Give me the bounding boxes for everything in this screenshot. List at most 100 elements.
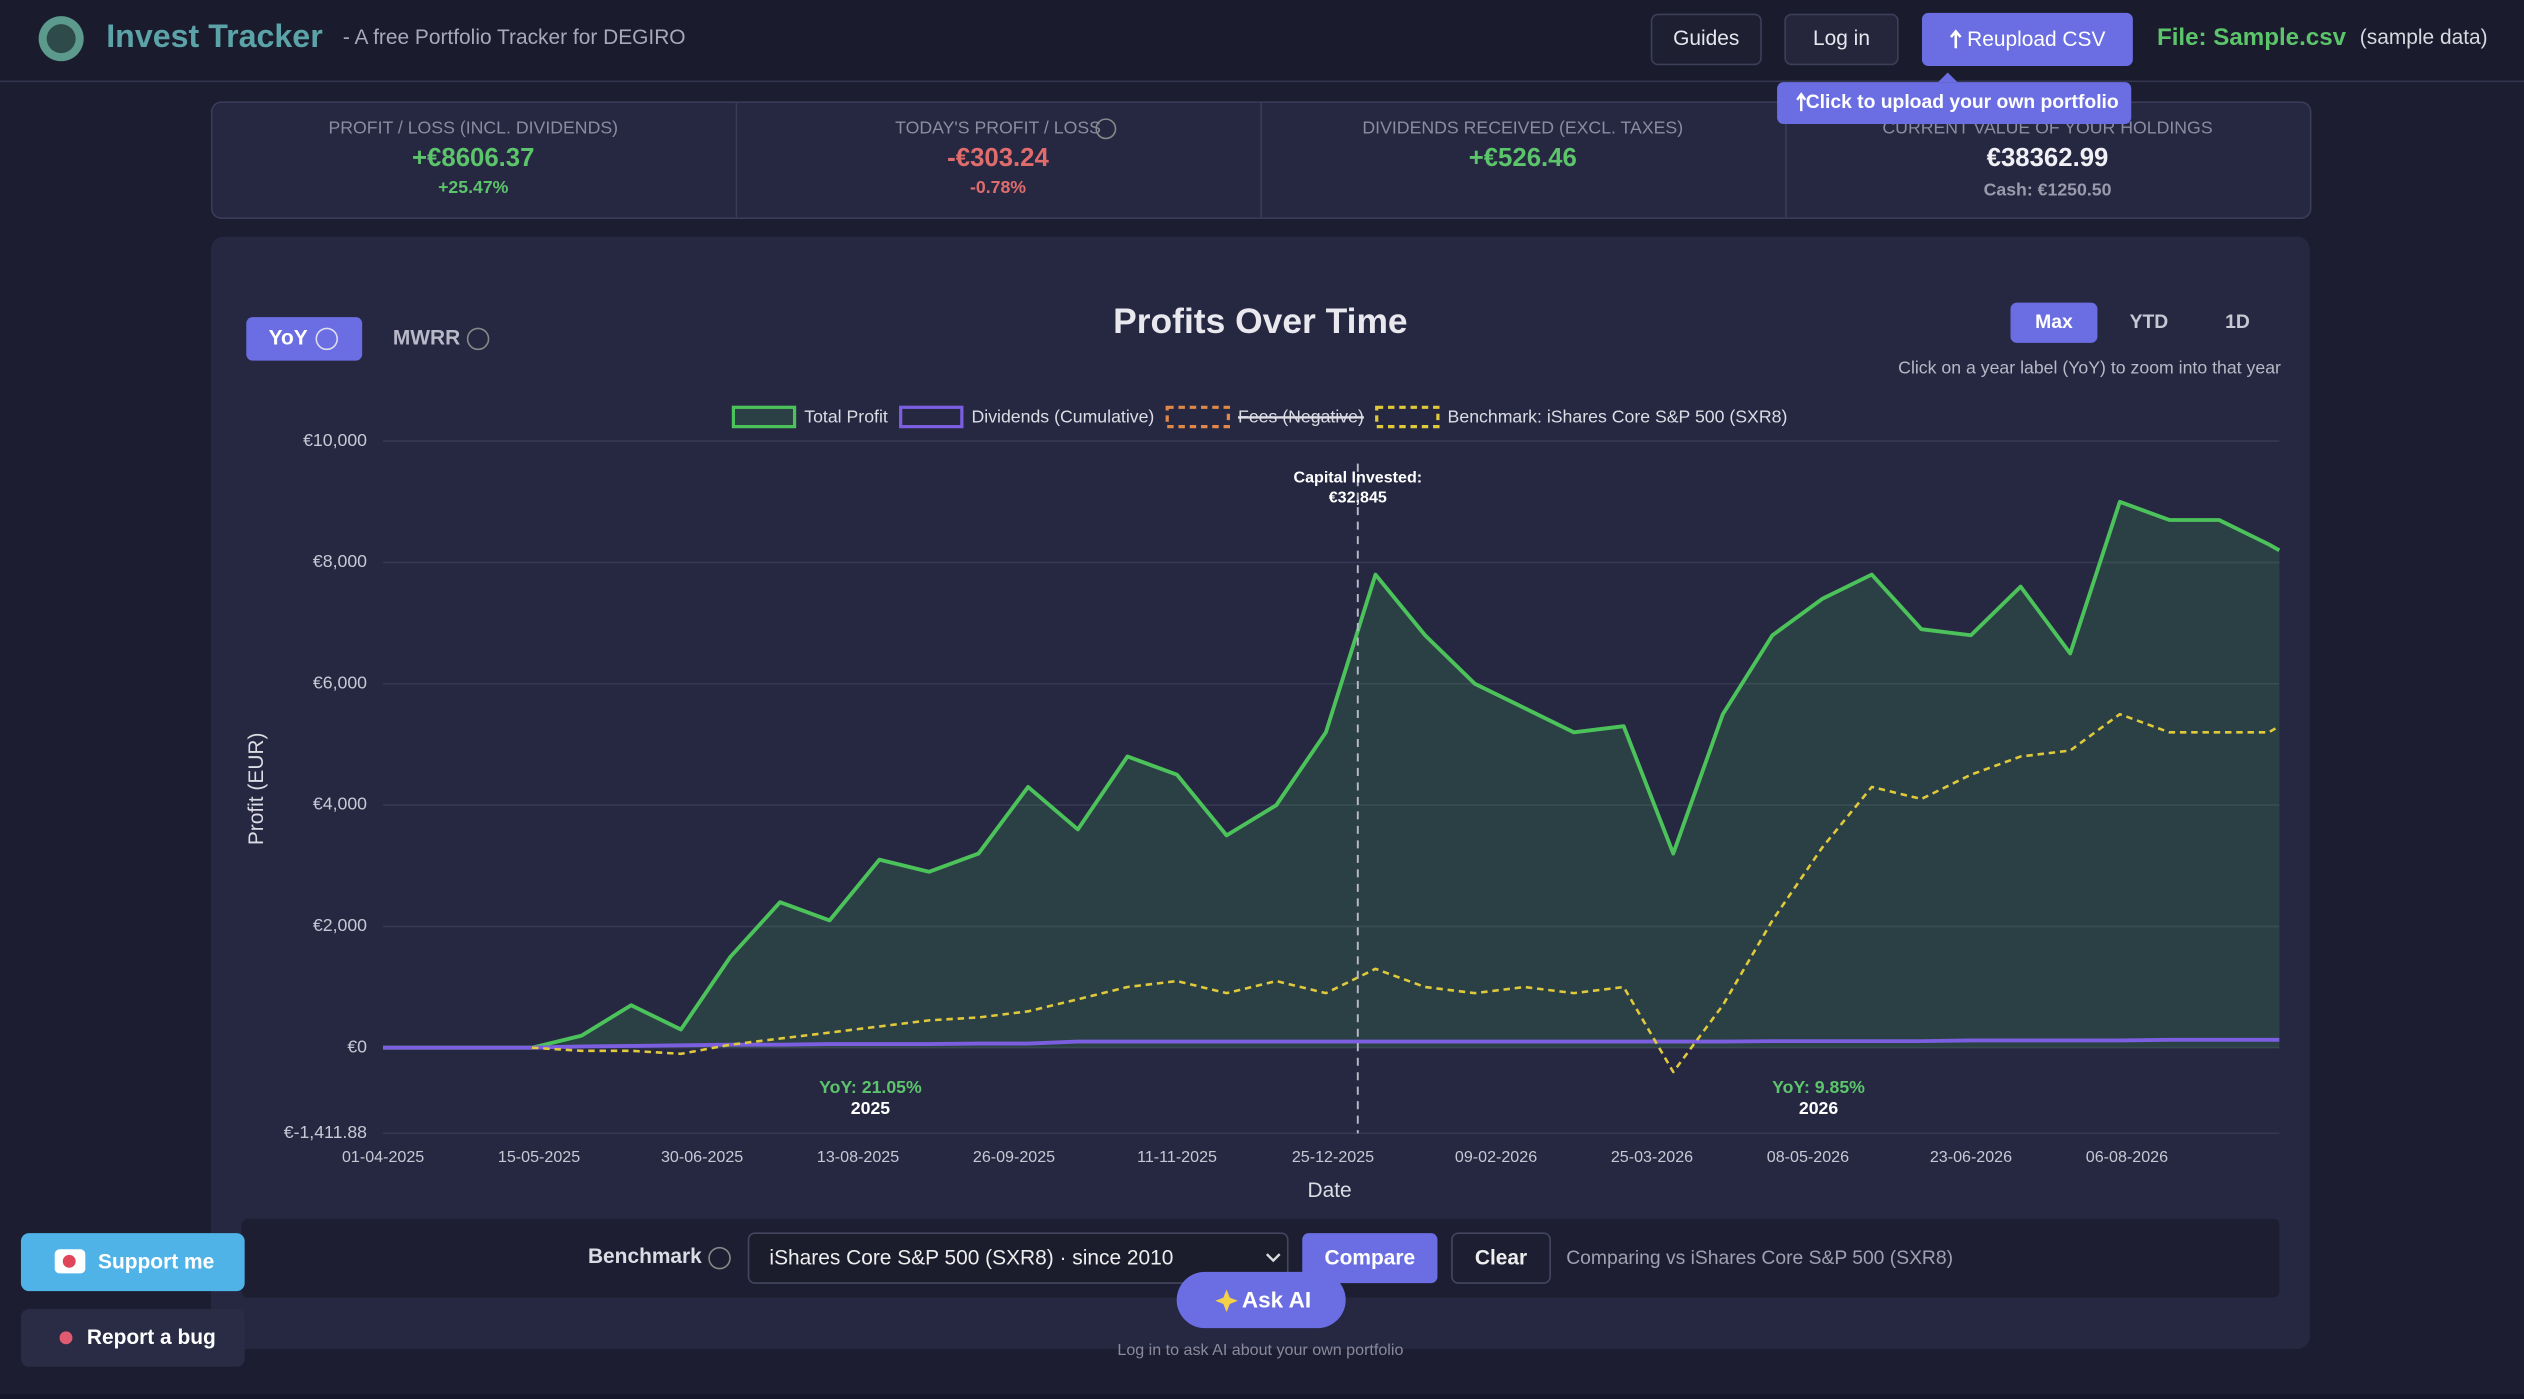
app-subtitle: - A free Portfolio Tracker for DEGIRO: [343, 26, 686, 49]
ai-note: Log in to ask AI about your own portfoli…: [1117, 1341, 1403, 1359]
compare-button[interactable]: [1302, 1233, 1438, 1284]
series-line: [383, 499, 2281, 1050]
legend-swatch: [899, 405, 964, 429]
stat-sub: +25.47%: [438, 177, 509, 197]
guides-label: Guides: [1673, 27, 1739, 50]
mwrr-label[interactable]: MWRR: [393, 326, 460, 349]
help-icon[interactable]: [466, 327, 490, 351]
yoy-label: YoY: 21.05%: [819, 1077, 922, 1097]
help-icon[interactable]: [1095, 118, 1117, 140]
series-line: [531, 712, 2280, 1074]
range-label: Max: [2035, 312, 2073, 333]
reupload-button[interactable]: [1921, 12, 2133, 67]
legend-swatch: [1165, 405, 1230, 429]
stat-value: +€8606.37: [412, 144, 534, 172]
y-tick-label: €8,000: [313, 551, 367, 571]
area-fill: [383, 501, 2280, 1048]
bug-button[interactable]: [20, 1308, 245, 1367]
app-title: Invest Tracker: [106, 18, 323, 54]
heart-icon: [62, 1254, 76, 1268]
x-tick-label: 30-06-2025: [661, 1148, 743, 1166]
chart-hint: Click on a year label (YoY) to zoom into…: [1898, 357, 2281, 377]
legend-label: Benchmark: iShares Core S&P 500 (SXR8): [1448, 406, 1788, 426]
support-label: Support me: [98, 1250, 214, 1273]
help-icon[interactable]: [708, 1246, 731, 1270]
stat-sub: Cash: €1250.50: [1984, 179, 2112, 199]
benchmark-selected: iShares Core S&P 500 (SXR8) · since 2010: [769, 1246, 1173, 1269]
x-tick-label: 06-08-2026: [2086, 1148, 2168, 1166]
x-tick-label: 26-09-2025: [973, 1148, 1055, 1166]
stat-value: -€303.24: [947, 144, 1049, 172]
login-button[interactable]: [1784, 13, 1899, 66]
clear-button[interactable]: [1451, 1232, 1551, 1284]
clear-label: Clear: [1475, 1246, 1527, 1269]
reupload-label: Reupload CSV: [1967, 28, 2105, 51]
x-tick-label: 01-04-2025: [342, 1148, 424, 1166]
compare-label: Compare: [1325, 1246, 1416, 1269]
range-label[interactable]: 1D: [2225, 312, 2250, 333]
legend-label: Dividends (Cumulative): [972, 406, 1155, 426]
ask-ai-button[interactable]: [1176, 1271, 1346, 1329]
y-axis-label: Profit (EUR): [245, 733, 268, 846]
yoy-label: YoY: [269, 326, 308, 349]
footer-edge: [0, 1394, 2524, 1399]
login-label: Log in: [1813, 27, 1870, 50]
stat-label: PROFIT / LOSS (INCL. DIVIDENDS): [328, 117, 618, 137]
chart-title: Profits Over Time: [1113, 301, 1407, 341]
y-tick-label: €-1,411.88: [284, 1122, 367, 1142]
plot: €-1,411.88 €0 €2,000 €4,000 €6,000 €8,000 €10,…: [284, 430, 2281, 1166]
x-axis-label: Date: [1308, 1179, 1352, 1202]
stats: PROFIT / LOSS (INCL. DIVIDENDS) +€8606.37…: [328, 117, 2212, 199]
sparkle-icon: [1215, 1289, 1238, 1313]
upload-icon: [1949, 29, 1962, 49]
y-tick-label: €4,000: [313, 794, 367, 814]
y-tick-label: €10,000: [303, 430, 367, 450]
benchmark-status: Comparing vs iShares Core S&P 500 (SXR8): [1566, 1248, 1953, 1269]
x-tick-label: 25-12-2025: [1292, 1148, 1374, 1166]
tooltip-arrow: [1938, 72, 1958, 83]
legend: Total Profit Dividends (Cumulative) Fees (…: [731, 405, 1788, 429]
chart-panel: [210, 236, 2310, 1350]
stat-value: +€526.46: [1469, 144, 1577, 172]
yoy-button[interactable]: [246, 317, 363, 361]
guides-button[interactable]: [1650, 13, 1762, 66]
file-name: File: Sample.csv: [2157, 24, 2347, 51]
range-label[interactable]: YTD: [2130, 312, 2169, 333]
x-tick-label: 11-11-2025: [1137, 1148, 1217, 1166]
y-tick-label: €0: [347, 1036, 367, 1056]
range-max-button[interactable]: [2010, 302, 2098, 343]
bug-icon: [59, 1331, 73, 1345]
y-tick-label: €2,000: [313, 915, 367, 935]
yoy-year: 2025: [851, 1098, 891, 1118]
annotation-text: Capital Invested:: [1293, 468, 1422, 486]
logo-inner: [46, 24, 76, 54]
file-note: (sample data): [2360, 26, 2488, 49]
tooltip: [1777, 82, 2132, 124]
help-icon[interactable]: [315, 327, 339, 351]
yoy-label: YoY: 9.85%: [1772, 1077, 1865, 1097]
annotation-value: €32,845: [1329, 489, 1387, 507]
stat-value: €38362.99: [1987, 144, 2109, 172]
stat-sub: -0.78%: [970, 177, 1026, 197]
legend-label: Total Profit: [804, 406, 888, 426]
x-tick-label: 15-05-2025: [498, 1148, 580, 1166]
y-tick-label: €6,000: [313, 672, 367, 692]
tooltip-text: Click to upload your own portfolio: [1806, 92, 2119, 113]
series-line: [383, 1037, 2280, 1050]
yoy-year: 2026: [1799, 1098, 1839, 1118]
x-tick-label: 13-08-2025: [817, 1148, 899, 1166]
benchmark-label: Benchmark: [588, 1245, 702, 1268]
legend-swatch: [731, 405, 797, 429]
x-tick-label: 23-06-2026: [1930, 1148, 2012, 1166]
support-button[interactable]: [20, 1233, 245, 1292]
x-tick-label: 09-02-2026: [1455, 1148, 1537, 1166]
select-chevron: [1265, 1253, 1281, 1263]
bug-label: Report a bug: [87, 1326, 216, 1349]
ask-ai-label: Ask AI: [1242, 1288, 1311, 1313]
stat-label: DIVIDENDS RECEIVED (EXCL. TAXES): [1362, 117, 1683, 137]
x-tick-label: 25-03-2026: [1611, 1148, 1693, 1166]
benchmark-select[interactable]: [747, 1232, 1289, 1284]
x-tick-label: 08-05-2026: [1767, 1148, 1849, 1166]
